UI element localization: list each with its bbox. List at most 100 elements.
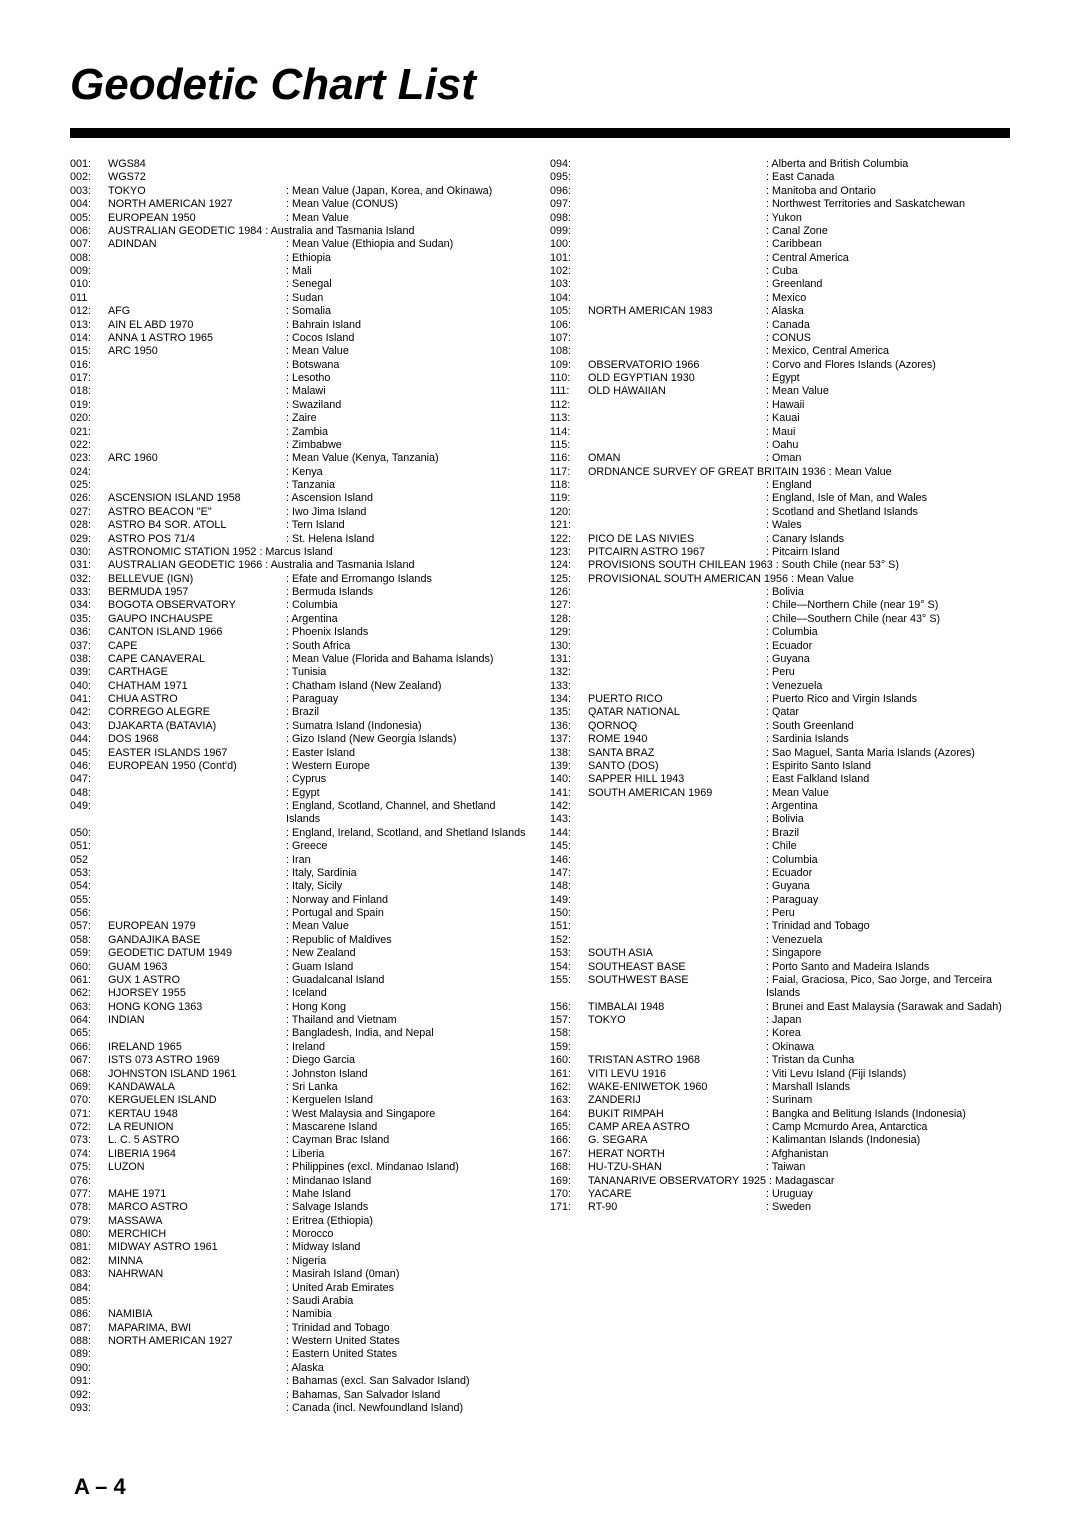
row-code: 124: (550, 559, 588, 572)
row-code: 020: (70, 412, 108, 425)
row-description: : Espirito Santo Island (766, 760, 1010, 773)
row-description: : Cocos Island (286, 332, 530, 345)
row-name: SOUTH AMERICAN 1969 (588, 787, 766, 800)
row-description: : Guyana (766, 880, 1010, 893)
row-description: : Tunisia (286, 666, 530, 679)
row-name: SANTO (DOS) (588, 760, 766, 773)
row-name (588, 813, 766, 826)
row-name: TANANARIVE OBSERVATORY 1925 : Madagascar (588, 1175, 834, 1188)
row-name: ORDNANCE SURVEY OF GREAT BRITAIN 1936 : … (588, 466, 892, 479)
row-name: EUROPEAN 1950 (Cont'd) (108, 760, 286, 773)
row-code: 011 (70, 292, 108, 305)
row-description: : Bangka and Belitung Islands (Indonesia… (766, 1108, 1010, 1121)
row-code: 026: (70, 492, 108, 505)
row-code: 141: (550, 787, 588, 800)
row-name (588, 479, 766, 492)
row-name (108, 854, 286, 867)
row-description: : Camp Mcmurdo Area, Antarctica (766, 1121, 1010, 1134)
row-description: : Kauai (766, 412, 1010, 425)
row-name (588, 519, 766, 532)
list-row: 127:: Chile—Northern Chile (near 19° S) (550, 599, 1010, 612)
row-name: LA REUNION (108, 1121, 286, 1134)
row-description: : Morocco (286, 1228, 530, 1241)
row-code: 166: (550, 1134, 588, 1147)
row-description: : Ascension Island (286, 492, 530, 505)
list-row: 110:OLD EGYPTIAN 1930: Egypt (550, 372, 1010, 385)
row-description: : East Canada (766, 171, 1010, 184)
list-row: 098:: Yukon (550, 212, 1010, 225)
row-name: GAUPO INCHAUSPE (108, 613, 286, 626)
list-row: 095:: East Canada (550, 171, 1010, 184)
row-name (108, 1295, 286, 1308)
row-description (286, 171, 530, 184)
row-code: 168: (550, 1161, 588, 1174)
row-code: 066: (70, 1041, 108, 1054)
row-code: 100: (550, 238, 588, 251)
row-description: : Bolivia (766, 586, 1010, 599)
list-row: 024:: Kenya (70, 466, 530, 479)
row-description: : Brunei and East Malaysia (Sarawak and … (766, 1001, 1010, 1014)
row-name: BELLEVUE (IGN) (108, 573, 286, 586)
row-description: : Tanzania (286, 479, 530, 492)
row-code: 038: (70, 653, 108, 666)
row-code: 024: (70, 466, 108, 479)
row-name: WAKE-ENIWETOK 1960 (588, 1081, 766, 1094)
list-row: 002:WGS72 (70, 171, 530, 184)
list-row: 057:EUROPEAN 1979: Mean Value (70, 920, 530, 933)
list-row: 092:: Bahamas, San Salvador Island (70, 1389, 530, 1402)
list-row: 146:: Columbia (550, 854, 1010, 867)
row-name: PICO DE LAS NIVIES (588, 533, 766, 546)
list-row: 069:KANDAWALA: Sri Lanka (70, 1081, 530, 1094)
row-description: : Efate and Erromango Islands (286, 573, 530, 586)
row-description: : Tern Island (286, 519, 530, 532)
row-description: : Hawaii (766, 399, 1010, 412)
row-name: CHUA ASTRO (108, 693, 286, 706)
row-name (108, 1362, 286, 1375)
list-row: 068:JOHNSTON ISLAND 1961: Johnston Islan… (70, 1068, 530, 1081)
row-description: : Qatar (766, 706, 1010, 719)
row-name: CANTON ISLAND 1966 (108, 626, 286, 639)
list-row: 109:OBSERVATORIO 1966: Corvo and Flores … (550, 359, 1010, 372)
row-name (588, 1041, 766, 1054)
row-code: 085: (70, 1295, 108, 1308)
row-name (588, 599, 766, 612)
list-row: 018:: Malawi (70, 385, 530, 398)
row-description (286, 158, 530, 171)
row-name (588, 278, 766, 291)
list-row: 040:CHATHAM 1971: Chatham Island (New Ze… (70, 680, 530, 693)
row-description: : Alaska (286, 1362, 530, 1375)
row-description: : Guam Island (286, 961, 530, 974)
row-description: : Venezuela (766, 680, 1010, 693)
row-description: : Phoenix Islands (286, 626, 530, 639)
list-row: 143:: Bolivia (550, 813, 1010, 826)
list-row: 094:: Alberta and British Columbia (550, 158, 1010, 171)
list-row: 005:EUROPEAN 1950: Mean Value (70, 212, 530, 225)
row-code: 053: (70, 867, 108, 880)
row-description: : Sri Lanka (286, 1081, 530, 1094)
row-name (588, 345, 766, 358)
row-code: 030: (70, 546, 108, 559)
row-code: 079: (70, 1215, 108, 1228)
row-description: : St. Helena Island (286, 533, 530, 546)
row-code: 056: (70, 907, 108, 920)
row-code: 036: (70, 626, 108, 639)
row-code: 169: (550, 1175, 588, 1188)
row-code: 007: (70, 238, 108, 251)
row-description: : Thailand and Vietnam (286, 1014, 530, 1027)
row-name: HJORSEY 1955 (108, 987, 286, 1000)
row-name (108, 278, 286, 291)
list-row: 001:WGS84 (70, 158, 530, 171)
row-description: : Bolivia (766, 813, 1010, 826)
list-row: 044:DOS 1968: Gizo Island (New Georgia I… (70, 733, 530, 746)
row-name (108, 907, 286, 920)
row-name: KERGUELEN ISLAND (108, 1094, 286, 1107)
row-description: : Kalimantan Islands (Indonesia) (766, 1134, 1010, 1147)
list-row: 045:EASTER ISLANDS 1967: Easter Island (70, 747, 530, 760)
row-code: 152: (550, 934, 588, 947)
row-name (108, 787, 286, 800)
row-name (108, 800, 286, 827)
row-code: 009: (70, 265, 108, 278)
row-name (588, 412, 766, 425)
row-code: 069: (70, 1081, 108, 1094)
row-description: : Canada (766, 319, 1010, 332)
